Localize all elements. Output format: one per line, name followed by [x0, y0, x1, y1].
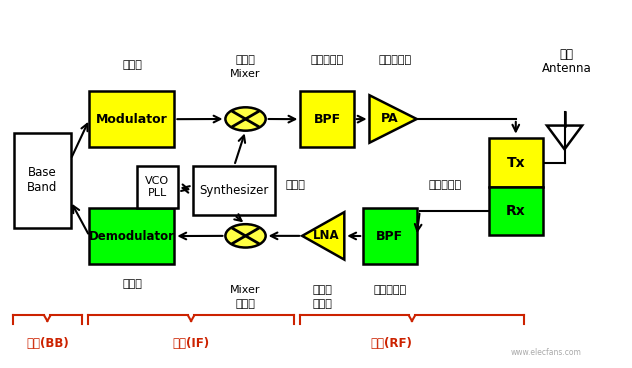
Text: Modulator: Modulator	[96, 113, 168, 126]
Bar	[363, 208, 416, 264]
Text: Base
Band: Base Band	[27, 166, 58, 194]
Text: Mixer: Mixer	[230, 70, 261, 79]
Text: Tx: Tx	[506, 156, 525, 170]
Text: 射頻(RF): 射頻(RF)	[370, 337, 413, 350]
Text: LNA: LNA	[313, 229, 339, 243]
Text: 傳送接收器: 傳送接收器	[428, 180, 461, 190]
Circle shape	[226, 107, 265, 131]
Text: 合成器: 合成器	[286, 180, 306, 190]
Text: Mixer: Mixer	[230, 285, 261, 295]
Text: 中頻(IF): 中頻(IF)	[173, 337, 210, 350]
Text: 帶通濾波器: 帶通濾波器	[374, 285, 407, 295]
Text: 低雜訊: 低雜訊	[312, 285, 332, 295]
Text: 混頻器: 混頻器	[236, 55, 255, 65]
Text: 基頻(BB): 基頻(BB)	[26, 337, 69, 350]
Bar	[137, 166, 178, 208]
Bar	[300, 91, 354, 148]
Text: BPF: BPF	[377, 230, 403, 243]
Text: 混頻器: 混頻器	[236, 299, 255, 309]
Text: 功率放大器: 功率放大器	[378, 55, 411, 65]
Bar	[90, 208, 174, 264]
Bar	[193, 166, 275, 215]
Circle shape	[226, 224, 265, 248]
Text: 解調器: 解調器	[123, 279, 142, 290]
Text: 調變器: 調變器	[123, 60, 142, 70]
Bar	[90, 91, 174, 148]
Text: 帶通濾波器: 帶通濾波器	[311, 55, 344, 65]
Polygon shape	[370, 95, 416, 143]
Polygon shape	[302, 212, 344, 259]
Text: BPF: BPF	[313, 113, 341, 126]
Text: Antenna: Antenna	[542, 63, 592, 75]
Text: VCO
PLL: VCO PLL	[145, 176, 169, 198]
Bar	[489, 187, 542, 235]
Text: www.elecfans.com: www.elecfans.com	[510, 348, 581, 357]
Text: 放大器: 放大器	[312, 299, 332, 309]
Bar	[489, 138, 542, 187]
Text: Rx: Rx	[506, 204, 526, 218]
Text: 天線: 天線	[559, 48, 573, 61]
Text: PA: PA	[381, 113, 399, 125]
Text: Synthesizer: Synthesizer	[200, 184, 269, 197]
Text: Demodulator: Demodulator	[89, 230, 175, 243]
Bar	[14, 133, 71, 228]
